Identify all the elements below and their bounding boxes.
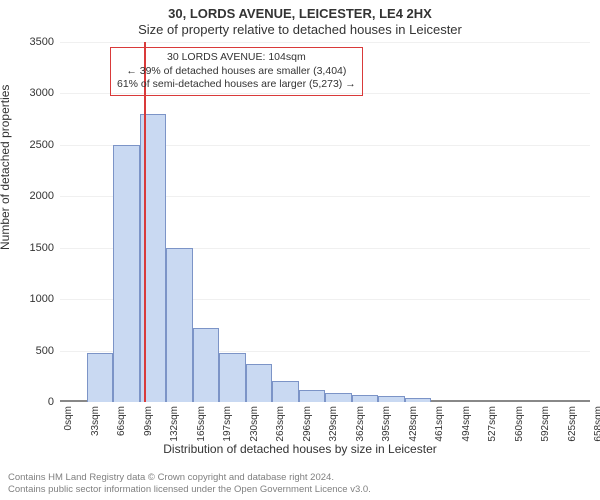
histogram-bar — [352, 395, 379, 402]
footer-line-1: Contains HM Land Registry data © Crown c… — [8, 472, 371, 484]
x-tick-label: 658sqm — [593, 406, 600, 442]
annotation-box: 30 LORDS AVENUE: 104sqm← 39% of detached… — [110, 47, 363, 96]
histogram-bar — [113, 145, 140, 402]
x-tick-label: 165sqm — [196, 406, 207, 442]
x-axis-label: Distribution of detached houses by size … — [0, 442, 600, 456]
y-tick-label: 3000 — [30, 87, 54, 99]
x-tick-label: 428sqm — [408, 406, 419, 442]
x-tick-label: 362sqm — [355, 406, 366, 442]
histogram-bar — [405, 398, 432, 402]
x-tick-label: 0sqm — [63, 406, 74, 430]
x-tick-label: 197sqm — [222, 406, 233, 442]
histogram-bar — [325, 393, 352, 402]
histogram-bar — [272, 381, 299, 402]
x-tick-label: 592sqm — [540, 406, 551, 442]
histogram-bar — [193, 328, 220, 402]
x-tick-label: 230sqm — [249, 406, 260, 442]
plot-area: 05001000150020002500300035000sqm33sqm66s… — [60, 42, 590, 402]
x-tick-label: 33sqm — [90, 406, 101, 436]
footer-attribution: Contains HM Land Registry data © Crown c… — [8, 472, 371, 496]
y-tick-label: 0 — [48, 396, 54, 408]
histogram-bar — [246, 364, 273, 402]
x-tick-label: 132sqm — [169, 406, 180, 442]
histogram-bar — [166, 248, 193, 402]
histogram-bar — [87, 353, 114, 402]
x-tick-label: 329sqm — [328, 406, 339, 442]
x-tick-label: 625sqm — [567, 406, 578, 442]
x-tick-label: 395sqm — [381, 406, 392, 442]
annotation-line: 30 LORDS AVENUE: 104sqm — [117, 51, 356, 65]
y-axis-label: Number of detached properties — [0, 85, 12, 250]
histogram-bar — [299, 390, 326, 402]
histogram-bar — [219, 353, 246, 402]
footer-line-2: Contains public sector information licen… — [8, 484, 371, 496]
x-tick-label: 99sqm — [143, 406, 154, 436]
x-tick-label: 560sqm — [514, 406, 525, 442]
annotation-line: 61% of semi-detached houses are larger (… — [117, 78, 356, 92]
x-tick-label: 296sqm — [302, 406, 313, 442]
chart-title: 30, LORDS AVENUE, LEICESTER, LE4 2HX — [0, 6, 600, 21]
y-tick-label: 2000 — [30, 190, 54, 202]
y-tick-label: 2500 — [30, 139, 54, 151]
x-tick-label: 494sqm — [461, 406, 472, 442]
subject-marker-line — [144, 42, 146, 402]
chart-container: 30, LORDS AVENUE, LEICESTER, LE4 2HX Siz… — [0, 0, 600, 500]
y-tick-label: 500 — [36, 345, 54, 357]
grid-line — [60, 42, 590, 43]
histogram-bar — [378, 396, 405, 402]
plot-inner: 05001000150020002500300035000sqm33sqm66s… — [60, 42, 590, 402]
x-tick-label: 527sqm — [487, 406, 498, 442]
x-tick-label: 263sqm — [275, 406, 286, 442]
y-tick-label: 1000 — [30, 293, 54, 305]
y-tick-label: 3500 — [30, 36, 54, 48]
x-tick-label: 461sqm — [434, 406, 445, 442]
chart-subtitle: Size of property relative to detached ho… — [0, 22, 600, 37]
x-tick-label: 66sqm — [116, 406, 127, 436]
annotation-line: ← 39% of detached houses are smaller (3,… — [117, 65, 356, 79]
y-tick-label: 1500 — [30, 242, 54, 254]
